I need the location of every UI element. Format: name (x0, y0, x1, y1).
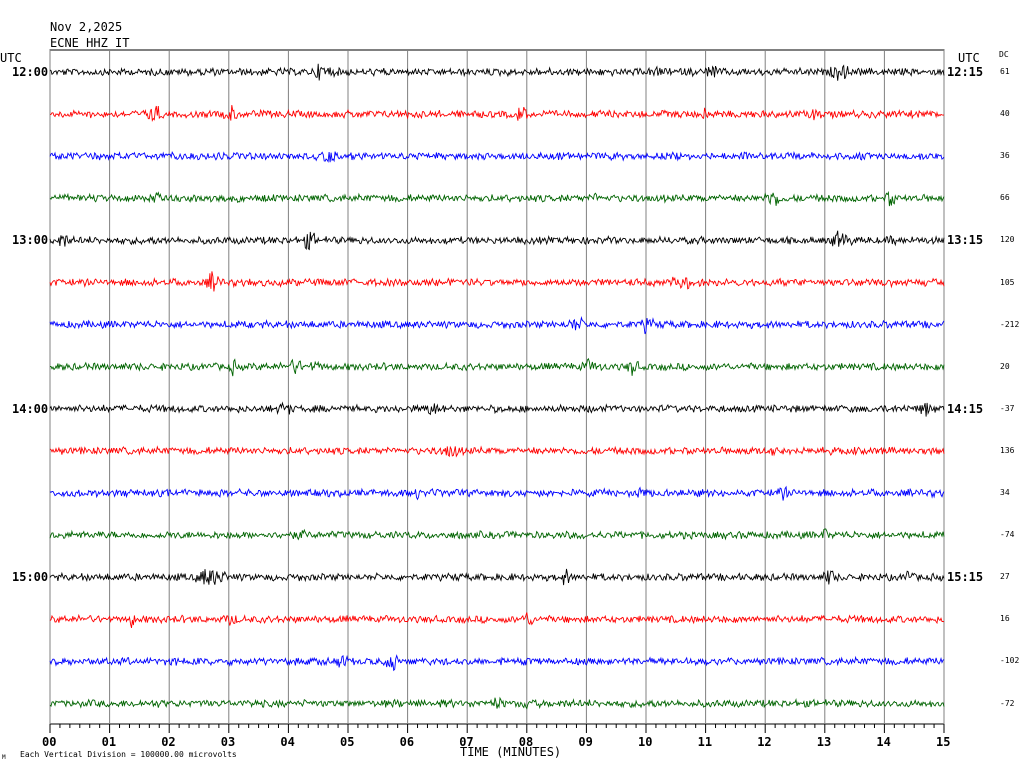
plot-date: Nov 2,2025 (50, 20, 123, 34)
trace-row-11 (49, 528, 945, 541)
x-tick-label-15: 15 (936, 735, 951, 749)
trace-row-13 (49, 612, 945, 629)
row-dc-offset: 105 (1000, 277, 1015, 287)
trace-row-6 (49, 315, 945, 335)
x-axis-ticks (49, 724, 945, 733)
row-dc-offset: 66 (1000, 193, 1010, 203)
trace-row-7 (49, 357, 945, 377)
footer-mark: M (2, 754, 6, 761)
x-tick-label-01: 01 (101, 735, 117, 749)
x-tick-label-14: 14 (876, 735, 891, 749)
row-dc-offset: 16 (1000, 614, 1010, 624)
x-tick-label-06: 06 (399, 735, 415, 749)
row-dc-offset: 34 (1000, 488, 1010, 497)
trace-row-2 (49, 151, 945, 163)
trace-row-8 (49, 401, 945, 417)
x-tick-label-08: 08 (518, 735, 534, 749)
row-dc-offset: 40 (1000, 109, 1010, 119)
row-dc-offset: -37 (1000, 403, 1015, 413)
trace-row-3 (49, 190, 945, 207)
row-dc-offset: -212 (1000, 319, 1020, 329)
x-tick-label-12: 12 (757, 735, 772, 749)
row-time-left: 15:00 (12, 570, 49, 585)
x-tick-label-04: 04 (280, 735, 295, 749)
row-dc-offset: 20 (1000, 361, 1010, 371)
row-time-left: 14:00 (12, 401, 49, 416)
trace-row-1 (50, 105, 944, 122)
row-dc-offset: 61 (1000, 67, 1010, 76)
x-tick-label-02: 02 (161, 735, 176, 749)
x-tick-label-05: 05 (340, 735, 355, 749)
x-tick-label-11: 11 (697, 735, 713, 749)
row-dc-offset: -102 (1000, 656, 1020, 666)
x-tick-label-10: 10 (638, 735, 653, 749)
row-time-right: 13:15 (947, 233, 984, 248)
x-tick-label-07: 07 (459, 735, 474, 749)
row-dc-offset: 27 (1000, 572, 1010, 582)
x-tick-label-03: 03 (220, 735, 236, 749)
row-time-right: 14:15 (947, 401, 984, 416)
trace-row-5 (49, 271, 945, 292)
station-name: ECNE HHZ IT (50, 36, 130, 50)
row-time-right: 12:15 (947, 65, 984, 79)
row-dc-offset: -72 (1000, 698, 1015, 708)
row-dc-offset: 120 (1000, 235, 1015, 245)
row-dc-offset: -74 (1000, 530, 1015, 540)
seismic-traces (49, 63, 945, 710)
scale-footer: Each Vertical Division = 100000.00 micro… (20, 750, 237, 759)
utc-label-left: UTC (0, 51, 22, 65)
utc-label-right: UTC (958, 51, 980, 65)
row-dc-offset: 136 (1000, 445, 1015, 455)
minute-gridlines (49, 50, 945, 724)
trace-row-10 (49, 485, 945, 501)
x-axis-label: TIME (MINUTES) (460, 745, 562, 759)
trace-row-14 (49, 654, 945, 672)
row-time-left: 12:00 (12, 65, 49, 79)
x-tick-label-09: 09 (578, 735, 593, 749)
trace-row-9 (49, 445, 945, 458)
row-time-right: 15:15 (947, 570, 984, 585)
trace-row-15 (49, 696, 945, 710)
trace-row-12 (49, 568, 945, 586)
row-time-left: 13:00 (12, 233, 49, 248)
row-dc-offset: 36 (1000, 151, 1010, 161)
trace-row-4 (49, 230, 945, 251)
dc-header: DC (999, 50, 1009, 59)
x-tick-label-13: 13 (816, 735, 832, 749)
x-tick-label-00: 00 (42, 735, 57, 749)
trace-row-0 (49, 63, 945, 81)
